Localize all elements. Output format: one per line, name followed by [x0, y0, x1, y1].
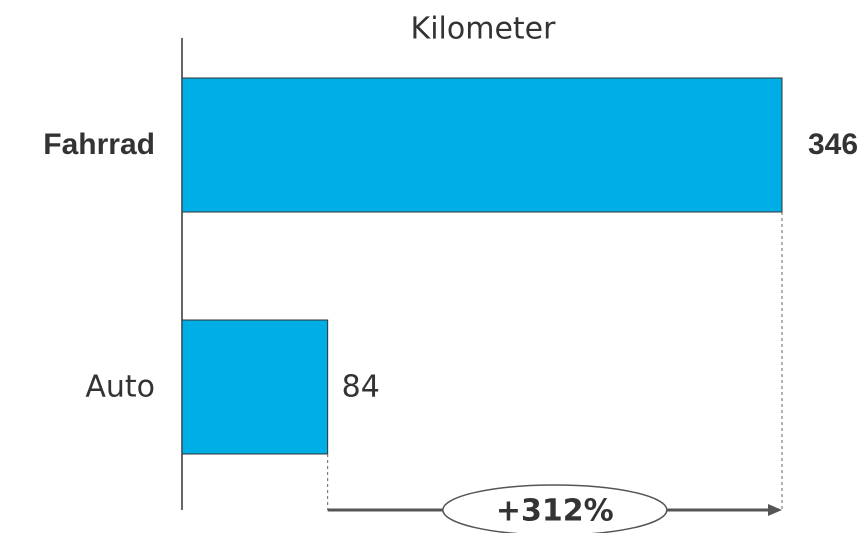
value-label: 346 — [808, 128, 858, 161]
chart-title: Kilometer — [411, 12, 557, 47]
category-label: Fahrrad — [43, 128, 155, 161]
arrow-head — [768, 504, 782, 516]
value-label: 84 — [342, 370, 380, 405]
annotation: +312% — [496, 494, 614, 529]
category-label: Auto — [85, 370, 155, 405]
bar — [181, 319, 329, 455]
annotation-ellipse — [442, 484, 668, 533]
bar — [181, 77, 783, 213]
